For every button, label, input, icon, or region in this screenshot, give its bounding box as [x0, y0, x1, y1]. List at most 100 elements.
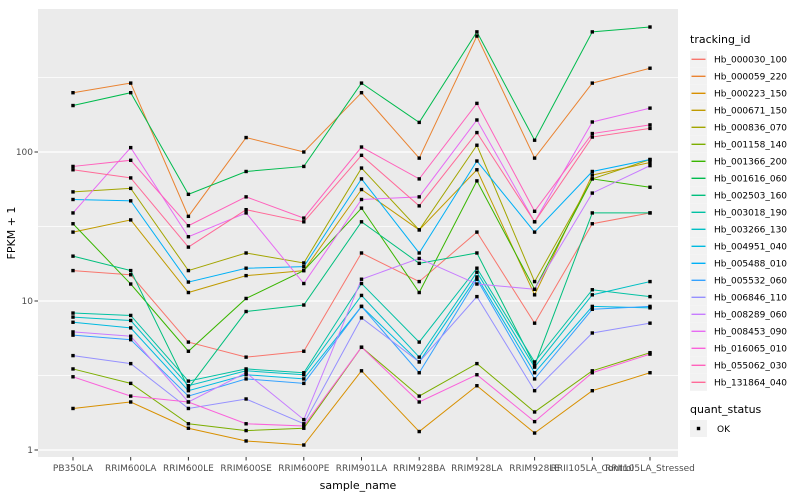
x-tick-label: RRIM600LA	[105, 464, 157, 474]
data-point	[71, 311, 75, 315]
data-point	[71, 91, 75, 95]
data-point	[475, 101, 479, 106]
legend-label-Hb_001366_200: Hb_001366_200	[714, 157, 787, 167]
data-point	[71, 103, 75, 108]
legend-label-Hb_002503_160: Hb_002503_160	[714, 191, 787, 201]
data-point	[648, 163, 652, 168]
data-point	[475, 282, 479, 286]
data-point	[71, 268, 75, 273]
data-point	[475, 230, 479, 234]
data-point	[244, 355, 248, 359]
data-point	[648, 211, 652, 215]
data-point	[129, 218, 133, 222]
data-point	[129, 318, 133, 323]
data-point	[129, 268, 133, 273]
data-point	[359, 145, 364, 149]
data-point	[129, 186, 133, 191]
data-point	[475, 251, 479, 255]
data-point	[590, 120, 594, 124]
data-point	[532, 363, 537, 368]
x-tick-label: RRII105LA_Control	[551, 464, 634, 474]
data-point	[648, 294, 652, 299]
data-point	[71, 190, 75, 194]
data-point	[648, 126, 652, 131]
data-point	[648, 123, 652, 127]
data-point	[244, 373, 248, 377]
data-point	[475, 159, 479, 163]
data-point	[129, 337, 133, 342]
data-point	[532, 377, 537, 381]
quant-ok-label: OK	[717, 425, 731, 435]
data-point	[417, 360, 421, 364]
data-point	[475, 179, 479, 183]
data-point	[475, 118, 479, 122]
data-point	[244, 195, 248, 199]
data-point	[244, 273, 248, 278]
legend-label-Hb_005488_010: Hb_005488_010	[714, 259, 787, 269]
legend-label-Hb_001616_060: Hb_001616_060	[714, 174, 787, 184]
data-point	[590, 304, 594, 309]
data-point	[302, 268, 306, 273]
data-point	[186, 384, 191, 388]
data-point	[648, 304, 652, 309]
data-point	[532, 431, 537, 435]
legend-label-Hb_000836_070: Hb_000836_070	[714, 123, 787, 133]
data-point	[590, 191, 594, 195]
data-point	[244, 371, 248, 375]
data-point	[186, 224, 191, 228]
data-point	[417, 228, 421, 232]
data-point	[186, 426, 191, 430]
data-point	[359, 345, 364, 349]
data-point	[359, 293, 364, 298]
data-point	[532, 293, 537, 297]
data-point	[359, 277, 364, 281]
data-point	[302, 303, 306, 307]
data-point	[648, 25, 652, 29]
data-point	[302, 261, 306, 265]
data-point	[302, 281, 306, 286]
data-point	[359, 251, 364, 255]
data-point	[71, 222, 75, 226]
data-point	[359, 316, 364, 320]
data-point	[532, 371, 537, 375]
data-point	[129, 313, 133, 318]
data-point	[417, 251, 421, 255]
data-point	[71, 315, 75, 319]
data-point	[186, 349, 191, 353]
legend-label-Hb_003266_130: Hb_003266_130	[714, 225, 787, 235]
data-point	[417, 429, 421, 434]
x-tick-label: RRIM928LA	[451, 464, 503, 474]
x-tick-label: RRIM928BA	[393, 464, 446, 474]
legend-label-Hb_055062_030: Hb_055062_030	[714, 361, 787, 371]
data-point	[417, 340, 421, 344]
data-point	[648, 371, 652, 375]
data-point	[475, 143, 479, 147]
y-tick-label: 10	[22, 297, 34, 307]
data-point	[71, 330, 75, 334]
data-point	[186, 379, 191, 383]
data-point	[186, 389, 191, 393]
data-point	[186, 245, 191, 249]
data-point	[475, 270, 479, 274]
chart-generated-layer: 1 10 100 PB350LA RRIM600LA RRIM600LE RRIM600SE…	[16, 9, 787, 474]
data-point	[475, 34, 479, 38]
data-point	[186, 340, 191, 344]
legend-label-Hb_004951_040: Hb_004951_040	[714, 242, 787, 252]
x-tick-label: RRIM600SE	[220, 464, 272, 474]
data-point	[648, 106, 652, 110]
data-point	[71, 197, 75, 202]
data-point	[417, 195, 421, 199]
data-point	[129, 361, 133, 366]
data-point	[532, 209, 537, 213]
data-point	[302, 216, 306, 220]
data-point	[648, 185, 652, 189]
data-point	[417, 371, 421, 375]
data-point	[359, 369, 364, 373]
data-point	[648, 321, 652, 325]
data-point	[71, 164, 75, 169]
data-point	[532, 365, 537, 369]
data-point	[532, 389, 537, 393]
x-tick-label: RRII105LA_Stressed	[605, 464, 695, 474]
data-point	[417, 355, 421, 359]
